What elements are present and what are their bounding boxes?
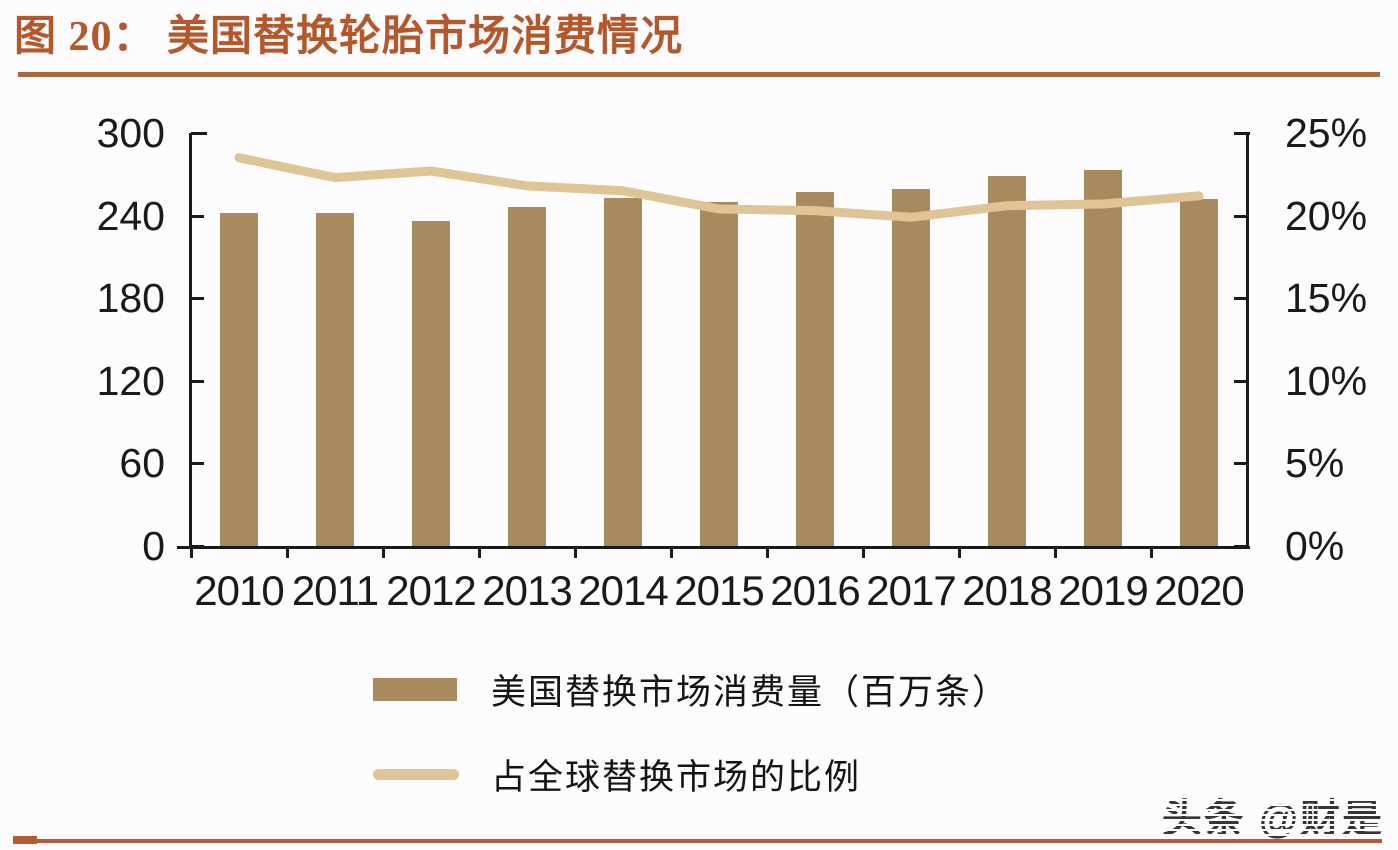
- bar-2012: [412, 221, 450, 546]
- bar-2016: [796, 192, 834, 546]
- y-axis-left-line: [189, 133, 192, 549]
- y-axis-left-tick-label: 60: [119, 440, 165, 487]
- x-axis-tick: [574, 549, 577, 558]
- y-axis-left-tick-label: 180: [96, 275, 165, 322]
- y-axis-right-tick-label: 25%: [1285, 110, 1368, 156]
- figure-title: 图 20： 美国替换轮胎市场消费情况: [14, 14, 684, 60]
- y-axis-right-tick: [1234, 297, 1247, 301]
- x-axis-tick: [478, 549, 481, 558]
- y-axis-left-tick: [191, 379, 204, 383]
- y-axis-right-line: [1246, 133, 1249, 549]
- legend-item: 占全球替换市场的比例: [373, 749, 1009, 800]
- x-axis-label-2010: 2010: [194, 567, 284, 614]
- y-axis-left-tick: [191, 545, 204, 548]
- y-axis-left-tick: [191, 214, 204, 218]
- y-axis-right-tick: [1234, 545, 1247, 548]
- x-axis-tick: [862, 549, 865, 558]
- y-axis-right-tick-label: 20%: [1285, 192, 1368, 239]
- y-axis-left-tick-label: 0: [142, 523, 165, 569]
- legend-line-swatch-icon: [373, 769, 459, 780]
- y-axis-left-tick: [191, 462, 204, 466]
- legend-item: 美国替换市场消费量（百万条）: [373, 664, 1009, 715]
- bar-2015: [700, 201, 738, 546]
- y-axis-right-tick: [1234, 379, 1247, 383]
- x-axis-label-2016: 2016: [770, 567, 860, 614]
- legend-label: 占全球替换市场的比例: [491, 758, 862, 797]
- y-axis-left-tick: [191, 132, 207, 135]
- legend-label: 美国替换市场消费量（百万条）: [491, 673, 1010, 712]
- y-axis-left-tick: [191, 297, 204, 301]
- x-axis-tick: [1150, 549, 1153, 558]
- x-axis-label-2018: 2018: [962, 567, 1052, 614]
- x-axis-tick: [958, 549, 961, 558]
- y-axis-right-tick-label: 0%: [1285, 523, 1345, 569]
- chart-legend: 美国替换市场消费量（百万条） 占全球替换市场的比例: [373, 664, 1009, 834]
- x-axis-tick: [766, 549, 769, 558]
- legend-bar-swatch-icon: [373, 678, 457, 701]
- y-axis-right-tick-label: 5%: [1285, 440, 1345, 487]
- title-divider-rule: [18, 72, 1380, 77]
- x-axis-tick: [382, 549, 385, 558]
- x-axis-tick: [190, 549, 193, 558]
- x-axis-tick: [286, 549, 289, 558]
- bar-2013: [508, 207, 546, 546]
- bar-2020: [1180, 199, 1218, 546]
- y-axis-left-tick-label: 300: [96, 110, 165, 156]
- x-axis-label-2020: 2020: [1154, 567, 1244, 614]
- x-axis-label-2013: 2013: [482, 567, 572, 614]
- x-axis-label-2019: 2019: [1058, 567, 1148, 614]
- y-axis-right-tick-label: 15%: [1285, 275, 1368, 322]
- y-axis-right-tick: [1234, 132, 1250, 135]
- bar-2011: [316, 212, 354, 546]
- bar-2017: [892, 189, 930, 546]
- x-axis-tick: [1054, 549, 1057, 558]
- x-axis-label-2017: 2017: [866, 567, 956, 614]
- watermark-text: 头条 @财是: [1162, 786, 1384, 844]
- y-axis-right-tick-label: 10%: [1285, 357, 1368, 404]
- bar-2019: [1084, 170, 1122, 546]
- x-axis-line: [177, 546, 1250, 549]
- x-axis-label-2012: 2012: [386, 567, 476, 614]
- x-axis-label-2011: 2011: [291, 567, 379, 614]
- y-axis-right-tick: [1234, 462, 1247, 466]
- x-axis-tick: [670, 549, 673, 558]
- bar-2010: [220, 212, 258, 546]
- bottom-divider-rule: [13, 839, 1382, 843]
- y-axis-left-tick-label: 240: [96, 192, 165, 239]
- bar-2018: [988, 175, 1026, 546]
- x-axis-label-2015: 2015: [674, 567, 764, 614]
- y-axis-right-tick: [1234, 214, 1247, 218]
- bar-2014: [604, 197, 642, 546]
- y-axis-left-tick-label: 120: [96, 357, 165, 404]
- x-axis-label-2014: 2014: [578, 567, 668, 614]
